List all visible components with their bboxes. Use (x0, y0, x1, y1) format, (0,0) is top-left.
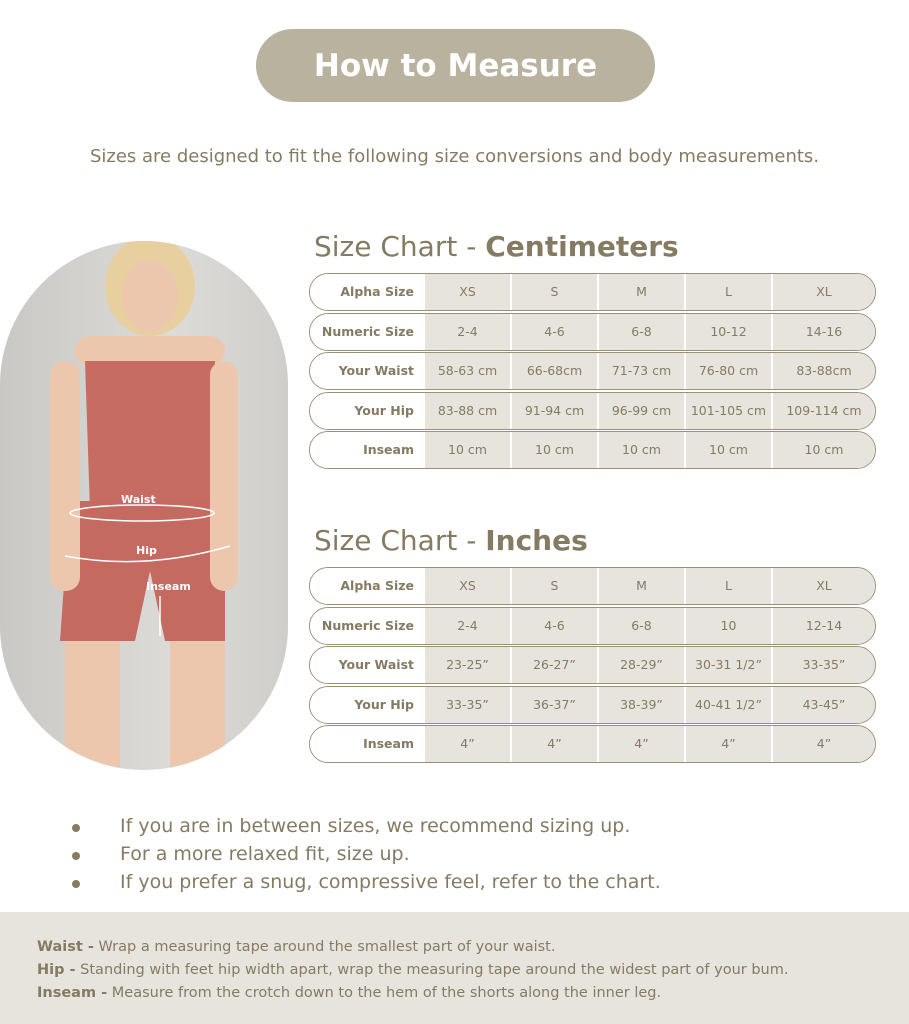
table-cell: 4” (423, 726, 510, 762)
table-cell: 14-16 (771, 313, 875, 350)
row-label: Inseam (310, 726, 423, 762)
note-waist: Waist - Wrap a measuring tape around the… (37, 936, 909, 959)
note-inseam: Inseam - Measure from the crotch down to… (37, 982, 909, 1005)
note-term: Waist - (37, 939, 94, 955)
table-cell: 4” (597, 726, 684, 762)
table-cell: XS (423, 274, 510, 310)
table-cell: L (684, 274, 771, 310)
table-cell: 6-8 (597, 313, 684, 350)
note-text: Measure from the crotch down to the hem … (107, 985, 662, 1001)
table-cell: M (597, 274, 684, 310)
inseam-annotation: Inseam (146, 580, 191, 593)
table-cell: 10 cm (684, 432, 771, 468)
note-term: Hip - (37, 962, 76, 978)
table-cell: 2-4 (423, 607, 510, 644)
table-row: Your Waist 23-25” 26-27” 28-29” 30-31 1/2” 33… (309, 646, 876, 684)
cm-size-table: Alpha Size XS S M L XL Numeric Size 2-4 4-6 6-8 10… (309, 273, 876, 471)
table-cell: 6-8 (597, 607, 684, 644)
table-row: Alpha Size XS S M L XL (309, 567, 876, 605)
table-cell: 2-4 (423, 313, 510, 350)
table-cell: 43-45” (771, 686, 875, 723)
table-cell: 26-27” (510, 647, 597, 683)
table-cell: 4-6 (510, 607, 597, 644)
table-cell: 58-63 cm (423, 353, 510, 389)
note-term: Inseam - (37, 985, 108, 1001)
table-cell: 83-88 cm (423, 392, 510, 429)
row-label: Alpha Size (310, 568, 423, 604)
cm-chart-title: Size Chart - Centimeters (314, 230, 679, 263)
page-title: How to Measure (256, 29, 655, 102)
table-cell: 10-12 (684, 313, 771, 350)
table-row: Your Hip 33-35” 36-37” 38-39” 40-41 1/2” 43-4… (309, 685, 876, 724)
table-cell: 10 cm (423, 432, 510, 468)
in-title-prefix: Size Chart - (314, 524, 486, 557)
model-photo: Waist Hip Inseam (0, 241, 288, 770)
table-row: Inseam 4” 4” 4” 4” 4” (309, 725, 876, 763)
table-cell: L (684, 568, 771, 604)
table-cell: 4” (684, 726, 771, 762)
in-chart-title: Size Chart - Inches (314, 524, 588, 557)
table-cell: 33-35” (423, 686, 510, 723)
table-row: Your Waist 58-63 cm 66-68cm 71-73 cm 76-80 c… (309, 352, 876, 390)
hip-annotation: Hip (136, 544, 157, 557)
inch-size-table: Alpha Size XS S M L XL Numeric Size 2-4 4-6 6-8 10… (309, 567, 876, 765)
note-hip: Hip - Standing with feet hip width apart… (37, 959, 909, 982)
table-row: Numeric Size 2-4 4-6 6-8 10-12 14-16 (309, 312, 876, 351)
note-text: Wrap a measuring tape around the smalles… (93, 939, 556, 955)
cm-title-unit: Centimeters (485, 230, 679, 263)
table-cell: 4” (510, 726, 597, 762)
table-cell: 10 (684, 607, 771, 644)
table-cell: 4-6 (510, 313, 597, 350)
table-cell: 71-73 cm (597, 353, 684, 389)
table-cell: 4” (771, 726, 875, 762)
in-title-unit: Inches (485, 524, 588, 557)
table-cell: XS (423, 568, 510, 604)
table-cell: 12-14 (771, 607, 875, 644)
table-cell: 23-25” (423, 647, 510, 683)
table-cell: 36-37” (510, 686, 597, 723)
table-cell: S (510, 274, 597, 310)
table-cell: XL (771, 274, 875, 310)
table-cell: M (597, 568, 684, 604)
note-text: Standing with feet hip width apart, wrap… (75, 962, 789, 978)
row-label: Inseam (310, 432, 423, 468)
table-cell: 96-99 cm (597, 392, 684, 429)
table-cell: 10 cm (597, 432, 684, 468)
row-label: Your Hip (310, 686, 423, 723)
table-cell: 91-94 cm (510, 392, 597, 429)
model-figure-illustration (50, 241, 238, 770)
table-cell: 10 cm (510, 432, 597, 468)
row-label: Your Waist (310, 353, 423, 389)
table-cell: 38-39” (597, 686, 684, 723)
table-row: Inseam 10 cm 10 cm 10 cm 10 cm 10 cm (309, 431, 876, 469)
tip-item: If you prefer a snug, compressive feel, … (72, 868, 661, 896)
table-row: Numeric Size 2-4 4-6 6-8 10 12-14 (309, 606, 876, 645)
tip-item: For a more relaxed fit, size up. (72, 840, 661, 868)
table-row: Alpha Size XS S M L XL (309, 273, 876, 311)
table-cell: 10 cm (771, 432, 875, 468)
row-label: Your Waist (310, 647, 423, 683)
row-label: Alpha Size (310, 274, 423, 310)
fit-tips: If you are in between sizes, we recommen… (72, 812, 661, 896)
table-cell: 28-29” (597, 647, 684, 683)
table-cell: 83-88cm (771, 353, 875, 389)
table-cell: S (510, 568, 597, 604)
table-cell: 30-31 1/2” (684, 647, 771, 683)
table-cell: 76-80 cm (684, 353, 771, 389)
table-cell: 40-41 1/2” (684, 686, 771, 723)
table-row: Your Hip 83-88 cm 91-94 cm 96-99 cm 101-105 … (309, 391, 876, 430)
cm-title-prefix: Size Chart - (314, 230, 486, 263)
row-label: Numeric Size (310, 313, 423, 350)
row-label: Numeric Size (310, 607, 423, 644)
waist-annotation: Waist (121, 493, 156, 506)
subtitle: Sizes are designed to fit the following … (89, 146, 820, 167)
table-cell: 33-35” (771, 647, 875, 683)
row-label: Your Hip (310, 392, 423, 429)
table-cell: XL (771, 568, 875, 604)
table-cell: 66-68cm (510, 353, 597, 389)
tip-item: If you are in between sizes, we recommen… (72, 812, 661, 840)
measuring-instructions: Waist - Wrap a measuring tape around the… (0, 912, 909, 1024)
table-cell: 101-105 cm (684, 392, 771, 429)
table-cell: 109-114 cm (771, 392, 875, 429)
